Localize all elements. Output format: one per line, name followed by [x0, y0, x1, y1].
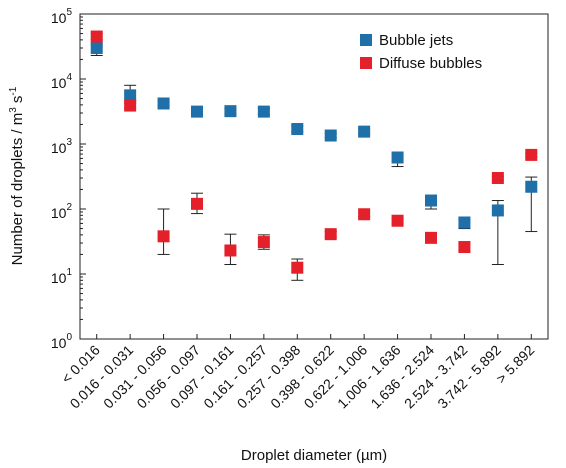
- y-axis-label: Number of droplets / m3 s-1: [8, 86, 26, 265]
- legend: Bubble jets Diffuse bubbles: [360, 32, 482, 72]
- data-point-diffuse-bubbles: [391, 214, 404, 227]
- data-point-diffuse-bubbles: [191, 197, 203, 210]
- legend-label-diffuse-bubbles: Diffuse bubbles: [379, 55, 482, 72]
- data-point-bubble-jets: [157, 97, 170, 110]
- data-point-bubble-jets: [425, 194, 437, 207]
- data-point-diffuse-bubbles: [157, 230, 170, 243]
- legend-marker-diffuse-bubbles: [360, 57, 372, 69]
- legend-marker-bubble-jets: [360, 34, 372, 46]
- data-point-bubble-jets: [191, 105, 203, 118]
- data-point-bubble-jets: [491, 204, 504, 217]
- data-point-diffuse-bubbles: [324, 228, 337, 241]
- plot-frame: [79, 13, 549, 340]
- series-diffuse-bubbles: [90, 30, 538, 281]
- data-point-diffuse-bubbles: [257, 236, 270, 249]
- data-point-diffuse-bubbles: [425, 231, 437, 244]
- data-point-diffuse-bubbles: [525, 148, 538, 161]
- legend-label-bubble-jets: Bubble jets: [379, 32, 453, 49]
- data-point-diffuse-bubbles: [458, 241, 471, 254]
- data-point-bubble-jets: [358, 125, 371, 138]
- data-point-diffuse-bubbles: [291, 261, 304, 274]
- y-tick-label: 104: [51, 72, 73, 91]
- data-point-bubble-jets: [291, 123, 304, 136]
- data-point-bubble-jets: [324, 129, 337, 142]
- y-axis: 100 101 102 103 104 105: [51, 7, 86, 351]
- y-tick-label: 103: [51, 137, 73, 156]
- y-tick-label: 101: [51, 267, 73, 286]
- data-point-bubble-jets: [391, 151, 404, 164]
- series-bubble-jets: [90, 41, 538, 266]
- data-point-bubble-jets: [458, 216, 471, 229]
- data-point-diffuse-bubbles: [90, 30, 103, 43]
- data-point-diffuse-bubbles: [224, 244, 237, 257]
- y-tick-label: 105: [51, 7, 73, 26]
- y-tick-label: 100: [51, 332, 73, 351]
- data-point-bubble-jets: [90, 41, 103, 54]
- data-point-diffuse-bubbles: [124, 99, 137, 112]
- data-layer: [90, 30, 538, 281]
- data-point-bubble-jets: [257, 105, 270, 118]
- data-point-diffuse-bubbles: [491, 171, 504, 184]
- data-point-bubble-jets: [124, 89, 137, 102]
- data-point-bubble-jets: [525, 180, 538, 193]
- y-tick-label: 102: [51, 202, 73, 221]
- x-tick-label: > 5.892: [493, 342, 538, 387]
- data-point-bubble-jets: [224, 105, 237, 118]
- x-axis-label: Droplet diameter (µm): [241, 447, 387, 464]
- data-point-diffuse-bubbles: [358, 208, 371, 221]
